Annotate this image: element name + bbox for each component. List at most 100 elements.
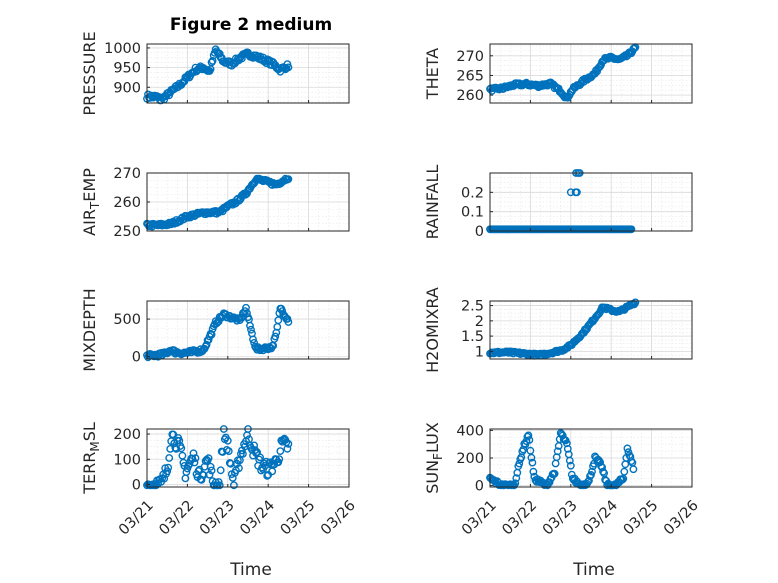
data-point (511, 479, 520, 488)
data-point (238, 449, 247, 458)
y-tick-label: 400 (456, 423, 484, 439)
data-point (189, 449, 198, 458)
subplot-3: 250 260 270 AIRTEMP (80, 166, 350, 240)
data-point (619, 474, 628, 483)
x-tick-label: 03/26 (661, 498, 702, 539)
subplot-4: 0 0.1 0.2 RAINFALL (423, 165, 693, 240)
y-tick-label: 0 (475, 479, 484, 495)
data-point (553, 447, 562, 456)
axes-frame (489, 172, 693, 232)
y-axis-label: THETA (423, 48, 442, 100)
y-tick-label: 500 (113, 312, 141, 328)
x-tick-label: 03/24 (237, 498, 278, 539)
data-point (588, 467, 596, 476)
data-point (249, 335, 257, 344)
data-point (274, 316, 283, 325)
data-point (566, 461, 575, 470)
data-point (246, 321, 254, 330)
data-point (214, 478, 223, 486)
data-point (165, 454, 174, 462)
data-point (620, 467, 629, 476)
y-tick-label: 1.5 (461, 329, 484, 345)
data-point (234, 464, 243, 473)
subplot-8: 0 200 400 03/21 03/22 03/23 03/24 03/25 03/26 SUN… (423, 422, 702, 538)
data-point (565, 456, 574, 465)
data-point (525, 436, 534, 444)
y-axis-label: RAINFALL (423, 165, 442, 240)
y-tick-label: 250 (113, 224, 141, 240)
x-tick-label: 03/23 (540, 498, 581, 539)
y-tick-label: 0 (132, 477, 141, 493)
data-point (160, 474, 169, 483)
y-tick-label: 1000 (104, 41, 141, 57)
x-tick-label: 03/26 (318, 498, 359, 539)
data-point (587, 470, 595, 479)
y-tick-label: 0 (132, 350, 141, 366)
y-tick-label: 2 (475, 314, 484, 330)
y-tick-label: 260 (113, 195, 141, 211)
y-tick-label: 0.2 (461, 185, 484, 201)
y-tick-label: 950 (113, 61, 141, 77)
y-tick-label: 265 (456, 68, 484, 84)
subplot-2: 260 265 270 THETA (423, 43, 693, 104)
data-point (169, 430, 178, 439)
data-point (202, 455, 211, 464)
y-tick-label: 260 (456, 88, 484, 104)
data-point (618, 475, 627, 484)
data-point (527, 453, 536, 462)
y-tick-label: 0 (475, 224, 484, 240)
data-point (256, 453, 264, 462)
data-point (175, 436, 184, 445)
data-point (284, 175, 293, 184)
x-tick-label: 03/25 (278, 498, 319, 539)
y-tick-label: 270 (456, 49, 484, 65)
y-axis-label: AIRTEMP (80, 168, 102, 236)
data-point (550, 469, 559, 478)
axes-frame (146, 300, 350, 360)
subplot-grid: 900 950 1000 PRESSURE 260 265 270 THETA 250 260 27… (80, 31, 702, 538)
data-point (623, 444, 632, 453)
data-point (264, 57, 273, 65)
figure-title: Figure 2 medium (170, 15, 332, 35)
data-point (630, 44, 639, 53)
data-point (190, 458, 199, 467)
data-point (163, 467, 172, 476)
subplot-7: 0 100 200 03/21 03/22 03/23 03/24 03/25 03/26 TER… (80, 422, 359, 538)
data-point (188, 454, 197, 463)
data-point (275, 455, 284, 463)
data-point (563, 444, 572, 453)
data-point (276, 447, 285, 455)
y-axis-label: H2OMIXRA (423, 287, 442, 373)
data-point (224, 447, 233, 455)
data-point (271, 332, 280, 341)
data-point (212, 319, 221, 328)
data-point (284, 439, 293, 448)
axes-frame (489, 43, 693, 104)
data-point (206, 462, 215, 471)
y-axis-label: PRESSURE (80, 31, 99, 115)
data-point (631, 298, 640, 307)
subplot-5: 0 500 MIXDEPTH (80, 288, 350, 372)
data-point (283, 444, 292, 453)
axes-frame (146, 428, 350, 488)
y-tick-label: 270 (113, 166, 141, 182)
data-point (629, 465, 638, 474)
y-tick-label: 200 (113, 427, 141, 443)
data-point (178, 451, 187, 460)
data-point (545, 478, 554, 487)
x-tick-label: 03/22 (156, 498, 197, 539)
data-point (216, 466, 225, 475)
xlabel-right: Time (572, 560, 615, 580)
data-point (586, 472, 594, 481)
x-tick-label: 03/22 (499, 498, 540, 539)
data-point (283, 60, 292, 68)
subplot-6: 11.522.5 H2OMIXRA (423, 287, 693, 373)
x-tick-label: 03/25 (621, 498, 662, 539)
data-point (263, 471, 272, 480)
data-point (599, 467, 607, 476)
y-axis-label: TERRMSL (80, 422, 102, 495)
data-point (627, 225, 636, 234)
y-tick-label: 900 (113, 80, 141, 96)
data-point (242, 190, 250, 199)
axes-frame (146, 43, 350, 104)
